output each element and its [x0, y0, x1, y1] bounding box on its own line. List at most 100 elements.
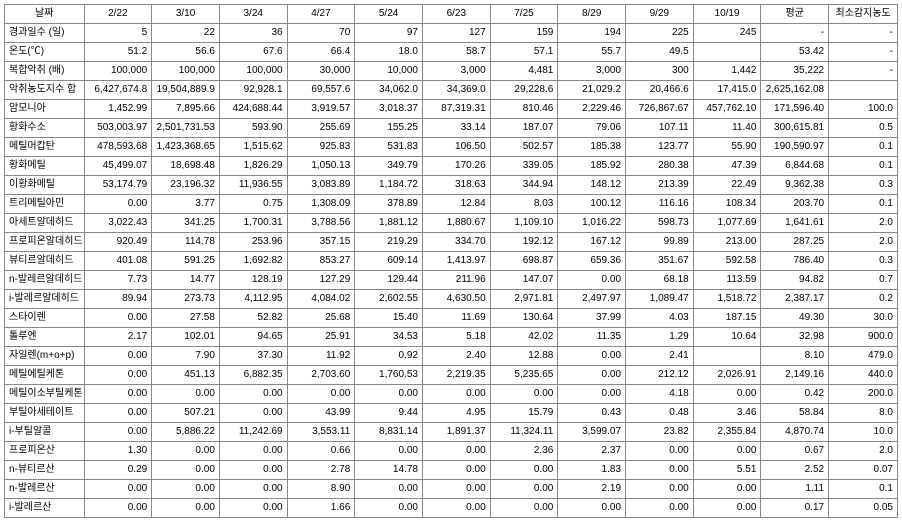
- row-label: 메틸머캅탄: [5, 138, 85, 157]
- cell: 18,698.48: [152, 157, 220, 176]
- cell: 591.25: [152, 252, 220, 271]
- col-header-2: 3/10: [152, 5, 220, 24]
- cell: 18.0: [355, 43, 423, 62]
- cell: 94.65: [219, 328, 287, 347]
- cell: 609.14: [355, 252, 423, 271]
- cell: 4.95: [422, 404, 490, 423]
- col-header-12: 최소감지농도: [829, 5, 898, 24]
- cell: 1.83: [558, 461, 626, 480]
- cell: 123.77: [626, 138, 694, 157]
- cell: 0.75: [219, 195, 287, 214]
- cell: 810.46: [490, 100, 558, 119]
- cell: 8.10: [761, 347, 829, 366]
- cell: 3,788.56: [287, 214, 355, 233]
- cell: 8.03: [490, 195, 558, 214]
- cell: 4,630.50: [422, 290, 490, 309]
- cell: 280.38: [626, 157, 694, 176]
- cell: 920.49: [84, 233, 152, 252]
- table-row: 메틸이소부틸케톤0.000.000.000.000.000.000.000.00…: [5, 385, 898, 404]
- cell: 0.00: [490, 461, 558, 480]
- cell: 0.3: [829, 176, 898, 195]
- cell: 45,499.07: [84, 157, 152, 176]
- cell: 2.41: [626, 347, 694, 366]
- table-row: 스타이렌0.0027.5852.8225.6815.4011.69130.643…: [5, 309, 898, 328]
- table-row: 온도(℃)51.256.667.666.418.058.757.155.749.…: [5, 43, 898, 62]
- cell: 30.0: [829, 309, 898, 328]
- cell: 2.17: [84, 328, 152, 347]
- cell: 20,466.6: [626, 81, 694, 100]
- col-header-8: 8/29: [558, 5, 626, 24]
- cell: -: [829, 24, 898, 43]
- cell: 70: [287, 24, 355, 43]
- cell: 0.00: [422, 499, 490, 518]
- cell: 1,050.13: [287, 157, 355, 176]
- cell: 5: [84, 24, 152, 43]
- cell: 2,219.35: [422, 366, 490, 385]
- cell: 0.00: [355, 385, 423, 404]
- cell: 129.44: [355, 271, 423, 290]
- col-header-5: 5/24: [355, 5, 423, 24]
- table-row: 악취농도지수 합6,427,674.819,504,889.992,928.16…: [5, 81, 898, 100]
- cell: 440.0: [829, 366, 898, 385]
- cell: 3,000: [558, 62, 626, 81]
- cell: 1,760.53: [355, 366, 423, 385]
- cell: 0.00: [84, 347, 152, 366]
- cell: 127.29: [287, 271, 355, 290]
- cell: 0.00: [219, 461, 287, 480]
- cell: 159: [490, 24, 558, 43]
- table-row: 부틸아세테이트0.00507.210.0043.999.444.9515.790…: [5, 404, 898, 423]
- cell: 0.5: [829, 119, 898, 138]
- row-label: 아세트알데히드: [5, 214, 85, 233]
- cell: 451.13: [152, 366, 220, 385]
- cell: 51.2: [84, 43, 152, 62]
- cell: 58.84: [761, 404, 829, 423]
- cell: 0.00: [693, 499, 761, 518]
- cell: 344.94: [490, 176, 558, 195]
- cell: 12.84: [422, 195, 490, 214]
- cell: 0.00: [84, 423, 152, 442]
- cell: 1,308.09: [287, 195, 355, 214]
- cell: 0.42: [761, 385, 829, 404]
- col-header-4: 4/27: [287, 5, 355, 24]
- table-row: 복합악취 (배)100,000100,000100,00030,00010,00…: [5, 62, 898, 81]
- cell: 11,324.11: [490, 423, 558, 442]
- cell: 107.11: [626, 119, 694, 138]
- cell: 3,000: [422, 62, 490, 81]
- cell: 853.27: [287, 252, 355, 271]
- cell: 11.92: [287, 347, 355, 366]
- cell: 213.39: [626, 176, 694, 195]
- cell: [693, 347, 761, 366]
- cell: 0.1: [829, 138, 898, 157]
- table-row: 메틸머캅탄478,593.681,423,368.651,515.62925.8…: [5, 138, 898, 157]
- cell: 341.25: [152, 214, 220, 233]
- table-header-row: 날짜2/223/103/244/275/246/237/258/299/2910…: [5, 5, 898, 24]
- cell: 5.18: [422, 328, 490, 347]
- col-header-10: 10/19: [693, 5, 761, 24]
- cell: 593.90: [219, 119, 287, 138]
- cell: 0.00: [490, 480, 558, 499]
- cell: 37.99: [558, 309, 626, 328]
- table-row: 이황화메틸53,174.7923,196.3211,936.553,083.89…: [5, 176, 898, 195]
- cell: 34.53: [355, 328, 423, 347]
- cell: 300,615.81: [761, 119, 829, 138]
- cell: 9,362.38: [761, 176, 829, 195]
- cell: 4,084.02: [287, 290, 355, 309]
- table-row: 아세트알데히드3,022.43341.251,700.313,788.561,8…: [5, 214, 898, 233]
- cell: 0.00: [490, 499, 558, 518]
- cell: 2,971.81: [490, 290, 558, 309]
- cell: 726,867.67: [626, 100, 694, 119]
- cell: 2,497.97: [558, 290, 626, 309]
- cell: 10.0: [829, 423, 898, 442]
- cell: 15.79: [490, 404, 558, 423]
- row-label: 뷰티르알데히드: [5, 252, 85, 271]
- cell: 89.94: [84, 290, 152, 309]
- table-row: 트리메틸아민0.003.770.751,308.09378.8912.848.0…: [5, 195, 898, 214]
- cell: 0.00: [558, 499, 626, 518]
- table-row: i-부틸알콜0.005,886.2211,242.693,553.118,831…: [5, 423, 898, 442]
- cell: 0.00: [558, 385, 626, 404]
- cell: 155.25: [355, 119, 423, 138]
- cell: 2,501,731.53: [152, 119, 220, 138]
- table-body: 경과일수 (일)522367097127159194225245--온도(℃)5…: [5, 24, 898, 518]
- cell: 194: [558, 24, 626, 43]
- cell: 0.00: [422, 385, 490, 404]
